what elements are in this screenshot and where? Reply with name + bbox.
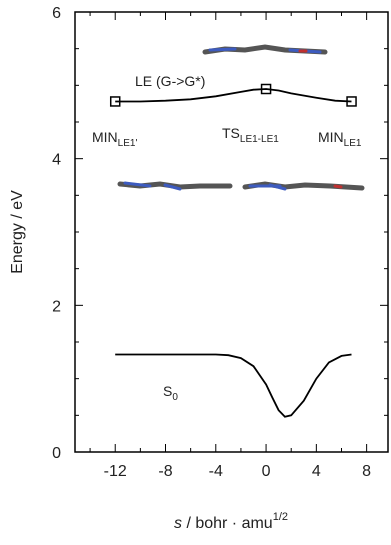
annotation: S0 [163, 383, 178, 403]
annotation-sub: LE1 [344, 138, 362, 149]
curve [115, 355, 351, 417]
y-tick-label: 0 [52, 445, 61, 462]
x-tick-label: 8 [362, 463, 371, 480]
annotation-text: S [163, 383, 172, 399]
annotation-sub: LE1-LE1 [240, 134, 279, 145]
annotation: MINLE1' [92, 129, 137, 149]
x-label-sup: 1/2 [273, 511, 288, 523]
chart: 0 2 4 6 -12 -8 -4 0 4 8 Energy / eV s / bohr · amu1… [0, 0, 391, 540]
annotation-text: MIN [92, 129, 118, 145]
x-tick-label: 0 [262, 463, 271, 480]
x-axis-label: s / bohr · amu1/2 [174, 511, 288, 532]
annotation-text: MIN [318, 129, 344, 145]
page: 0 2 4 6 -12 -8 -4 0 4 8 Energy / eV s / bohr · amu1… [0, 0, 391, 545]
annotation: MINLE1 [318, 129, 362, 149]
x-tick-label: -12 [104, 463, 127, 480]
annotation-sub: LE1' [118, 138, 138, 149]
x-label-var: s [174, 515, 182, 532]
plot-frame [75, 12, 388, 452]
annotation: TSLE1-LE1 [222, 125, 279, 145]
annotation-text: LE (G->G*) [135, 73, 205, 89]
x-tick-label: -4 [209, 463, 223, 480]
x-tick-label: 4 [312, 463, 321, 480]
y-tick-label: 6 [52, 5, 61, 22]
y-tick-label: 4 [52, 152, 61, 169]
y-axis-label: Energy / eV [9, 190, 26, 274]
annotation-text: TS [222, 125, 240, 141]
molecules [120, 47, 362, 189]
x-label-unit: / bohr · amu [182, 515, 273, 532]
y-tick-label: 2 [52, 298, 61, 315]
x-tick-label: -8 [158, 463, 172, 480]
curve [115, 89, 351, 102]
annotation-sub: 0 [172, 392, 178, 403]
annotation: LE (G->G*) [135, 73, 205, 89]
